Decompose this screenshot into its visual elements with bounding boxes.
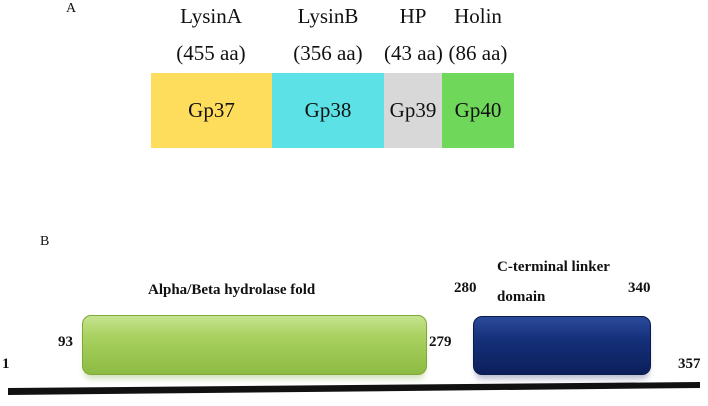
gene-length-lysinb: (356 aa)	[293, 41, 363, 65]
gene-box-gp40: Gp40	[442, 73, 514, 148]
gene-box-label: Gp40	[454, 98, 502, 122]
domain-linker-end: 340	[628, 280, 651, 296]
domain-linker-start: 280	[454, 280, 477, 296]
gene-box-gp39: Gp39	[384, 73, 442, 148]
domain-alpha-beta-label: Alpha/Beta hydrolase fold	[148, 282, 316, 298]
domain-alpha-beta-hydrolase	[82, 315, 427, 375]
axis-start: 1	[2, 356, 10, 372]
gene-name-holin: Holin	[454, 4, 502, 28]
domain-linker-label-line1: C-terminal linker	[497, 259, 610, 275]
gene-box-label: Gp37	[188, 98, 235, 122]
protein-axis-bar	[8, 382, 700, 395]
panel-b-letter: B	[40, 234, 50, 249]
gene-length-lysina: (455 aa)	[176, 41, 246, 65]
domain-alpha-beta-start: 93	[58, 334, 73, 350]
gene-box-gp38: Gp38	[272, 73, 384, 148]
gene-box-label: Gp38	[304, 98, 352, 122]
domain-linker-label-line2: domain	[497, 289, 546, 305]
panel-a-letter: A	[66, 1, 77, 16]
domain-c-terminal-linker	[473, 316, 651, 375]
gene-length-holin: (86 aa)	[448, 41, 508, 65]
gene-box-gp37: Gp37	[151, 73, 272, 148]
gene-name-hp: HP	[399, 4, 427, 28]
gene-name-lysina: LysinA	[180, 4, 242, 28]
gene-length-hp: (43 aa)	[384, 41, 443, 65]
gene-name-lysinb: LysinB	[297, 4, 359, 28]
gene-box-label: Gp39	[389, 98, 437, 122]
domain-alpha-beta-end: 279	[429, 334, 452, 350]
axis-end: 357	[678, 356, 701, 372]
